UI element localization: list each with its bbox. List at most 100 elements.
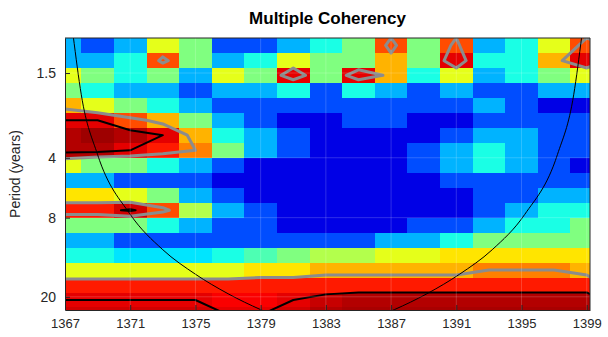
heat-cell [407, 278, 440, 294]
heat-cell [65, 173, 82, 189]
tick: 4 [48, 150, 70, 166]
heat-cell [538, 38, 571, 54]
heat-cell [81, 263, 114, 279]
tick-mark [65, 73, 70, 74]
tick-mark [65, 218, 70, 219]
tick: 1399 [573, 305, 602, 331]
heat-cell [407, 218, 440, 234]
heat-cell [473, 248, 506, 264]
heat-cell [65, 143, 82, 159]
tick-label: 1379 [247, 316, 276, 331]
heat-cell [342, 143, 375, 159]
heat-cell [407, 128, 440, 144]
tick-label: 1367 [51, 316, 80, 331]
heat-cell [473, 38, 506, 54]
heat-cell [81, 307, 114, 310]
heat-cell [342, 53, 375, 69]
heat-cell [277, 203, 310, 219]
heat-cell [538, 98, 571, 114]
y-axis: 1.54820 [37, 39, 70, 311]
heat-cell [81, 53, 114, 69]
heat-cell [277, 98, 310, 114]
chart: 1367137113751379138313871391139513991.54… [0, 0, 608, 337]
x-axis: 136713711375137913831387139113951399 [51, 305, 602, 331]
grid-line [65, 73, 590, 74]
heat-cell [538, 68, 571, 83]
heat-cell [473, 83, 506, 99]
heat-cell [147, 263, 180, 279]
heat-cell [407, 38, 440, 54]
heat-cell [407, 53, 440, 69]
heat-cell [538, 278, 571, 294]
heat-cell [277, 188, 310, 204]
tick: 1395 [508, 305, 537, 331]
heat-cell [342, 128, 375, 144]
heat-cell [212, 143, 245, 159]
heat-cell [342, 38, 375, 54]
grid-line [586, 38, 587, 310]
heat-cell [81, 158, 114, 174]
axis-line [65, 39, 66, 311]
heat-cell [342, 98, 375, 114]
heatmap [65, 38, 590, 310]
heat-cell [473, 128, 506, 144]
heat-cell [65, 233, 82, 249]
plot-area [65, 38, 590, 310]
contour [65, 120, 590, 310]
heat-cell [277, 53, 310, 69]
contour [65, 38, 590, 310]
heat-cell [277, 38, 310, 54]
grid-line [391, 38, 392, 310]
heat-cell [473, 173, 506, 189]
heat-cell [407, 248, 440, 264]
heat-cell [407, 158, 440, 174]
heat-cell [473, 158, 506, 174]
heat-cell [212, 203, 245, 219]
tick-mark [326, 305, 327, 310]
heat-cell [407, 203, 440, 219]
grid-line [65, 217, 590, 218]
heat-cell [407, 143, 440, 159]
heat-cell [342, 307, 375, 310]
heat-cell [147, 188, 180, 204]
heat-cell [277, 158, 310, 174]
heat-cell [212, 83, 245, 99]
heat-cell [538, 113, 571, 129]
tick-mark [587, 305, 588, 310]
heat-cell [277, 233, 310, 249]
heat-cell [212, 53, 245, 69]
heat-cell [342, 173, 375, 189]
heat-cell [342, 233, 375, 249]
tick-label: 8 [48, 210, 56, 226]
tick-mark [456, 305, 457, 310]
heat-cell [65, 128, 82, 144]
heat-cell [65, 53, 82, 69]
heat-cell [407, 68, 440, 83]
heat-cell [212, 248, 245, 264]
heat-cell [65, 263, 82, 279]
heat-cell [277, 307, 310, 310]
heat-cell [81, 233, 114, 249]
heat-cell [147, 68, 180, 83]
heat-cell [147, 53, 180, 69]
heat-cell [277, 128, 310, 144]
tick-label: 1.5 [37, 65, 57, 81]
heat-cell [81, 173, 114, 189]
heat-cell [212, 128, 245, 144]
heat-cell [342, 218, 375, 234]
heat-cell [81, 188, 114, 204]
heat-cell [342, 203, 375, 219]
heat-cell [147, 307, 180, 310]
heat-cell [342, 158, 375, 174]
heat-cell [277, 143, 310, 159]
heat-cell [147, 83, 180, 99]
tick: 1391 [442, 305, 471, 331]
heat-cell [65, 218, 82, 234]
heat-cell [538, 218, 571, 234]
heat-cell [212, 218, 245, 234]
tick-mark [195, 305, 196, 310]
heat-cell [538, 143, 571, 159]
heat-cell [212, 38, 245, 54]
heat-cell [538, 233, 571, 249]
heat-cell [407, 233, 440, 249]
